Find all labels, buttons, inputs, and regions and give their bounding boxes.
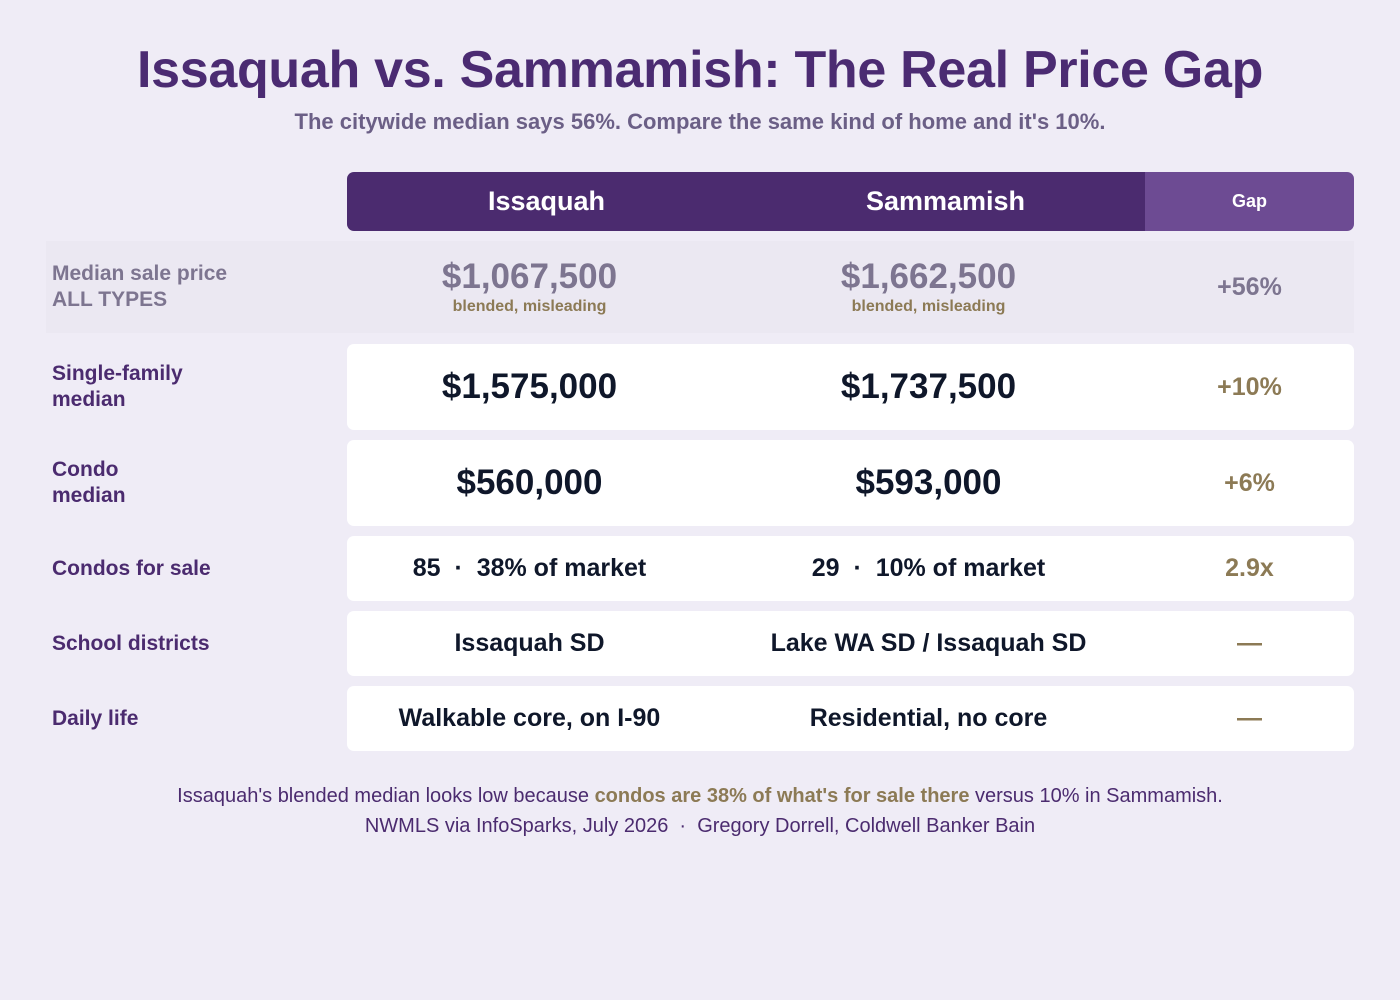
row-label-line1: Single-family bbox=[52, 362, 183, 385]
table-header: Issaquah Sammamish Gap bbox=[347, 172, 1354, 231]
value-gap: +56% bbox=[1217, 272, 1282, 301]
cell-issaquah: 85 · 38% of market bbox=[347, 536, 712, 601]
value-sammamish: Lake WA SD / Issaquah SD bbox=[770, 629, 1087, 657]
note-issaquah: blended, misleading bbox=[452, 298, 607, 315]
row-values: Issaquah SD Lake WA SD / Issaquah SD — bbox=[347, 611, 1354, 676]
footnote-pre: Issaquah's blended median looks low beca… bbox=[177, 785, 595, 807]
cell-issaquah: Walkable core, on I-90 bbox=[347, 686, 712, 751]
row-label-line2: median bbox=[52, 388, 126, 411]
value-issaquah: $1,575,000 bbox=[441, 367, 618, 406]
row-label: Condo median bbox=[52, 440, 126, 526]
value-gap: +6% bbox=[1224, 468, 1275, 497]
cell-gap: — bbox=[1145, 611, 1354, 676]
row-label: Single-family median bbox=[52, 344, 183, 430]
cell-issaquah: Issaquah SD bbox=[347, 611, 712, 676]
table-row-school-districts: School districts Issaquah SD Lake WA SD … bbox=[46, 611, 1354, 676]
header-sammamish: Sammamish bbox=[746, 172, 1145, 231]
row-label: School districts bbox=[52, 631, 210, 655]
footnote: Issaquah's blended median looks low beca… bbox=[0, 783, 1400, 809]
page-title: Issaquah vs. Sammamish: The Real Price G… bbox=[136, 41, 1264, 99]
table-row-condos-for-sale: Condos for sale 85 · 38% of market 29 · … bbox=[46, 536, 1354, 601]
cell-sammamish: $1,662,500 blended, misleading bbox=[746, 241, 1111, 333]
value-sammamish: $1,662,500 bbox=[840, 257, 1017, 296]
row-label-line1: Median sale price bbox=[52, 262, 228, 285]
cell-gap: +10% bbox=[1145, 344, 1354, 430]
value-gap: — bbox=[1237, 629, 1262, 657]
cell-sammamish: $593,000 bbox=[746, 440, 1111, 526]
cell-gap: 2.9x bbox=[1145, 536, 1354, 601]
table-row-daily-life: Daily life Walkable core, on I-90 Reside… bbox=[46, 686, 1354, 751]
header-issaquah: Issaquah bbox=[347, 172, 746, 231]
row-label-line2: median bbox=[52, 484, 126, 507]
value-gap: — bbox=[1237, 704, 1262, 732]
row-label: Daily life bbox=[52, 706, 139, 730]
cell-sammamish: $1,737,500 bbox=[746, 344, 1111, 430]
header-gap: Gap bbox=[1145, 172, 1354, 231]
note-sammamish: blended, misleading bbox=[851, 298, 1006, 315]
row-label-line2: ALL TYPES bbox=[52, 288, 168, 311]
cell-gap: — bbox=[1145, 686, 1354, 751]
footnote-highlight: condos are 38% of what's for sale there bbox=[594, 785, 970, 807]
cell-sammamish: Lake WA SD / Issaquah SD bbox=[746, 611, 1111, 676]
row-values: 85 · 38% of market 29 · 10% of market 2.… bbox=[347, 536, 1354, 601]
row-values: $1,575,000 $1,737,500 +10% bbox=[347, 344, 1354, 430]
row-values: $560,000 $593,000 +6% bbox=[347, 440, 1354, 526]
row-label: Condos for sale bbox=[52, 556, 211, 580]
value-sammamish: $1,737,500 bbox=[840, 367, 1017, 406]
footnote-post: versus 10% in Sammamish. bbox=[969, 785, 1223, 807]
table-row-blended-median: Median sale price ALL TYPES $1,067,500 b… bbox=[46, 241, 1354, 333]
value-sammamish: 29 · 10% of market bbox=[811, 554, 1046, 582]
value-gap: +10% bbox=[1217, 372, 1282, 401]
cell-gap: +56% bbox=[1145, 241, 1354, 333]
cell-issaquah: $1,575,000 bbox=[347, 344, 712, 430]
value-sammamish: Residential, no core bbox=[809, 704, 1048, 732]
cell-sammamish: 29 · 10% of market bbox=[746, 536, 1111, 601]
cell-sammamish: Residential, no core bbox=[746, 686, 1111, 751]
row-label-line1: Condo bbox=[52, 458, 119, 481]
value-sammamish: $593,000 bbox=[855, 463, 1002, 502]
table-row-condo: Condo median $560,000 $593,000 +6% bbox=[46, 440, 1354, 526]
source-credit: NWMLS via InfoSparks, July 2026 · Gregor… bbox=[364, 815, 1036, 837]
row-values: $1,067,500 blended, misleading $1,662,50… bbox=[347, 241, 1354, 333]
table-row-single-family: Single-family median $1,575,000 $1,737,5… bbox=[46, 344, 1354, 430]
value-issaquah: Walkable core, on I-90 bbox=[398, 704, 661, 732]
value-gap: 2.9x bbox=[1225, 554, 1274, 582]
page-subtitle: The citywide median says 56%. Compare th… bbox=[294, 109, 1106, 134]
cell-gap: +6% bbox=[1145, 440, 1354, 526]
row-label: Median sale price ALL TYPES bbox=[52, 241, 227, 333]
value-issaquah: $1,067,500 bbox=[441, 257, 618, 296]
row-values: Walkable core, on I-90 Residential, no c… bbox=[347, 686, 1354, 751]
value-issaquah: $560,000 bbox=[456, 463, 603, 502]
value-issaquah: 85 · 38% of market bbox=[412, 554, 647, 582]
cell-issaquah: $1,067,500 blended, misleading bbox=[347, 241, 712, 333]
cell-issaquah: $560,000 bbox=[347, 440, 712, 526]
value-issaquah: Issaquah SD bbox=[454, 629, 605, 657]
